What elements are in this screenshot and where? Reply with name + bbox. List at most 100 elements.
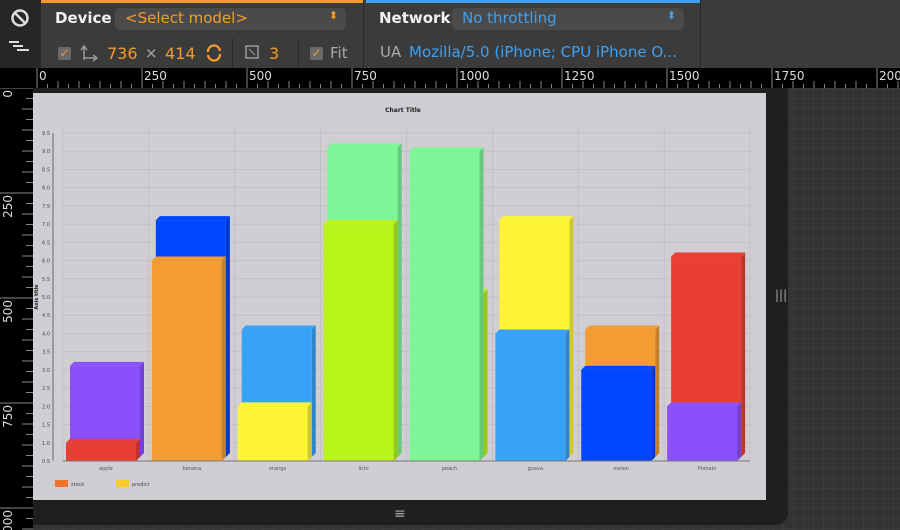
bar-top <box>66 438 140 443</box>
y-tick-label: 7.0 <box>42 222 50 228</box>
bar-stock <box>667 402 742 461</box>
rotate-icon[interactable] <box>205 44 223 62</box>
bar-stock <box>237 402 312 461</box>
bar-front <box>409 151 480 461</box>
y-tick-label: 3.0 <box>42 368 50 374</box>
scale-value[interactable]: 3 <box>269 44 280 63</box>
bar-stock <box>581 365 656 461</box>
device-screen: Chart Title Axis title 0.5 1.0 1.5 2.0 2.5 3.0 3… <box>33 93 766 500</box>
ruler-label: 750 <box>1 405 15 428</box>
bar-front <box>667 406 738 461</box>
bar-top <box>585 325 660 330</box>
bar-side <box>655 325 660 457</box>
resize-icon <box>80 44 98 62</box>
legend-swatch <box>55 480 68 487</box>
bar-stock <box>323 220 398 461</box>
ruler-label: 500 <box>249 69 272 83</box>
y-tick-label: 2.0 <box>42 404 50 410</box>
y-tick-label: 5.0 <box>42 295 50 301</box>
bar-top <box>155 216 230 221</box>
y-axis-title: Axis title <box>34 284 40 310</box>
bar-side <box>565 329 570 461</box>
bar-top <box>241 325 316 330</box>
bar-side <box>311 325 316 457</box>
y-tick-label: 0.5 <box>42 459 50 465</box>
bar-stock <box>495 329 570 461</box>
ruler-label: 250 <box>144 69 167 83</box>
bar-front <box>495 333 566 461</box>
ua-label: UA <box>380 43 402 61</box>
y-tick-label: 3.5 <box>42 350 50 356</box>
bar-top <box>671 252 746 257</box>
toolbar-left-column <box>0 0 41 68</box>
x-tick-label: lichi <box>359 466 369 472</box>
y-tick-label: 8.5 <box>42 167 50 173</box>
fit-label: Fit <box>330 44 348 62</box>
device-frame: Chart Title Axis title 0.5 1.0 1.5 2.0 2.5 3.0 3… <box>33 88 788 525</box>
ruler-label: 750 <box>354 69 377 83</box>
ruler-label: 1250 <box>564 69 595 83</box>
y-tick-label: 1.0 <box>42 441 50 447</box>
y-tick-label: 9.0 <box>42 149 50 155</box>
y-tick-label: 6.0 <box>42 259 50 265</box>
bar-stock <box>409 147 484 461</box>
y-tick-label: 4.5 <box>42 313 50 319</box>
resolution-checkbox[interactable]: ✓ <box>58 46 71 60</box>
y-tick-label: 7.5 <box>42 204 50 210</box>
bar-side <box>393 220 398 461</box>
x-tick-label: melon <box>613 466 629 472</box>
bar-top <box>409 147 484 152</box>
bar-side <box>479 147 484 461</box>
bar-side <box>483 289 488 457</box>
device-model-select[interactable]: <Select model> ⬍ <box>115 8 346 30</box>
y-tick-label: 6.5 <box>42 240 50 246</box>
bar-top <box>323 220 398 225</box>
times-sign: × <box>145 44 158 62</box>
vertical-ruler: 0 250 500 750 1000 <box>0 88 33 530</box>
bar-side <box>136 438 140 461</box>
user-agent-value[interactable]: Mozilla/5.0 (iPhone; CPU iPhone O... <box>409 43 677 61</box>
bar-side <box>307 402 312 461</box>
legend-swatch <box>116 480 129 487</box>
bar-side <box>140 361 144 457</box>
height-value[interactable]: 414 <box>165 44 196 63</box>
bar-top <box>237 402 312 407</box>
ruler-label: 1500 <box>669 69 700 83</box>
y-tick-label: 2.5 <box>42 386 50 392</box>
x-tick-label: apple <box>99 466 113 472</box>
bar-top <box>495 329 570 334</box>
bar-front <box>237 406 308 461</box>
ruler-label: 0 <box>39 69 47 83</box>
bar-stock <box>151 256 226 461</box>
width-value[interactable]: 736 <box>107 44 138 63</box>
legend-label: predict <box>132 482 150 488</box>
bar-front <box>66 442 136 461</box>
network-label: Network <box>379 9 451 27</box>
bar-top <box>581 365 656 370</box>
network-throttling-select[interactable]: No throttling ⬍ <box>452 8 684 30</box>
bar-front <box>151 260 222 461</box>
y-tick-label: 5.5 <box>42 277 50 283</box>
x-tick-label: peach <box>442 466 457 472</box>
bar-top <box>70 361 144 366</box>
bar-top <box>327 143 402 148</box>
media-queries-icon[interactable] <box>9 40 31 54</box>
select-arrows-icon: ⬍ <box>328 9 338 22</box>
device-model-value: <Select model> <box>125 9 248 27</box>
x-tick-label: guava <box>528 466 543 472</box>
select-arrows-icon: ⬍ <box>666 9 676 22</box>
disable-emulation-icon[interactable] <box>10 8 30 28</box>
x-tick-label: Pomelo <box>698 466 716 472</box>
legend-label: stock <box>71 482 84 488</box>
bar-front <box>323 224 394 461</box>
resize-handle-bottom[interactable]: ≡ <box>394 506 406 522</box>
bar-chart: Chart Title Axis title 0.5 1.0 1.5 2.0 2.5 3.0 3… <box>34 107 751 488</box>
resize-handle-right[interactable]: ||| <box>775 288 788 302</box>
bar-stock <box>66 438 140 461</box>
y-tick-label: 9.5 <box>42 131 50 137</box>
fit-checkbox[interactable]: ✓ <box>310 46 323 60</box>
device-toolbar: Device <Select model> ⬍ ✓ 736 × 414 3 ✓ F… <box>0 0 900 68</box>
ruler-label: 500 <box>1 300 15 323</box>
y-tick-label: 1.5 <box>42 423 50 429</box>
